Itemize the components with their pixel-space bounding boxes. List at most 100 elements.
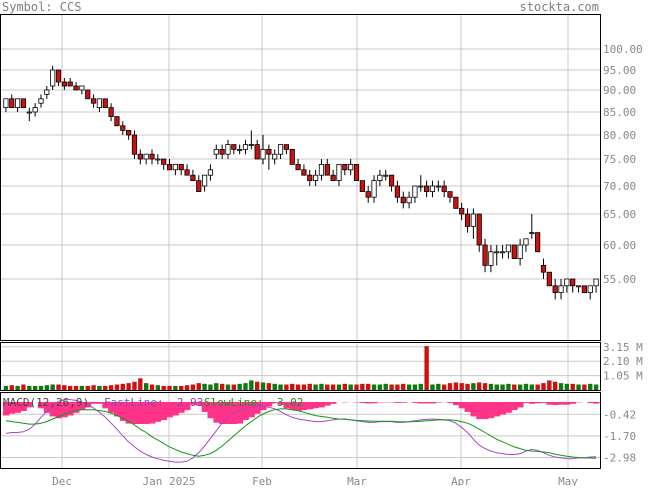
candle-body bbox=[565, 279, 569, 286]
candle-body bbox=[4, 99, 8, 108]
volume-bar bbox=[290, 384, 294, 390]
macd-histogram-bar bbox=[500, 402, 506, 415]
volume-bar bbox=[167, 386, 171, 390]
candle bbox=[378, 170, 382, 186]
candle bbox=[202, 175, 206, 191]
candle-body bbox=[524, 239, 528, 245]
candle bbox=[150, 149, 154, 164]
candle-body bbox=[68, 82, 72, 86]
volume-bar bbox=[220, 384, 224, 390]
volume-bar bbox=[313, 385, 317, 390]
macd-slowline-label: SlowLine: -3.02 bbox=[204, 396, 303, 409]
macd-histogram-bar bbox=[365, 402, 371, 403]
volume-bar bbox=[319, 384, 323, 390]
macd-histogram-bar bbox=[459, 402, 465, 408]
macd-histogram-bar bbox=[523, 402, 529, 403]
candle-body bbox=[27, 112, 31, 113]
macd-tick-label: -2.98 bbox=[603, 452, 636, 465]
volume-bar bbox=[471, 383, 475, 390]
volume-bar bbox=[86, 386, 90, 390]
candle bbox=[571, 279, 575, 293]
macd-histogram-bar bbox=[558, 402, 564, 405]
candle bbox=[237, 145, 241, 155]
volume-bar bbox=[448, 383, 452, 390]
candle-body bbox=[331, 175, 335, 180]
candle bbox=[489, 245, 493, 272]
candle bbox=[10, 94, 14, 107]
candle bbox=[483, 239, 487, 272]
candle bbox=[103, 99, 107, 108]
macd-histogram-bar bbox=[91, 402, 97, 404]
candle-body bbox=[459, 208, 463, 214]
candle-body bbox=[308, 175, 312, 180]
candle-body bbox=[50, 70, 54, 86]
candle bbox=[372, 175, 376, 203]
candle bbox=[249, 130, 253, 149]
volume-bar bbox=[524, 384, 528, 390]
candle bbox=[313, 170, 317, 186]
candle bbox=[115, 117, 119, 126]
volume-bar bbox=[39, 386, 43, 390]
macd-histogram-bar bbox=[470, 402, 476, 416]
candle bbox=[243, 140, 247, 154]
candle-body bbox=[179, 164, 183, 169]
symbol-label: Symbol: CCS bbox=[2, 0, 81, 14]
volume-bar bbox=[308, 384, 312, 390]
volume-bar bbox=[50, 385, 54, 390]
candle-body bbox=[442, 186, 446, 192]
price-tick-label: 90.00 bbox=[603, 84, 636, 97]
macd-histogram-bar bbox=[418, 402, 424, 403]
volume-bar bbox=[45, 385, 49, 390]
candle-body bbox=[302, 170, 306, 175]
candle bbox=[477, 214, 481, 252]
macd-histogram-bar bbox=[529, 402, 535, 404]
volume-bar bbox=[483, 383, 487, 390]
candle bbox=[582, 286, 586, 293]
candle-body bbox=[167, 164, 171, 169]
volume-bar bbox=[249, 380, 253, 390]
macd-histogram-bar bbox=[400, 402, 406, 403]
candle-body bbox=[86, 90, 90, 99]
candle bbox=[197, 175, 201, 191]
candle bbox=[62, 78, 66, 90]
candle-body bbox=[138, 154, 142, 159]
candle-body bbox=[354, 164, 358, 180]
volume-bar bbox=[384, 384, 388, 390]
price-tick-label: 95.00 bbox=[603, 64, 636, 77]
macd-histogram-bar bbox=[587, 402, 593, 403]
volume-bar bbox=[594, 385, 598, 390]
x-tick-label: May bbox=[558, 475, 578, 486]
price-tick-label: 55.00 bbox=[603, 273, 636, 286]
candle bbox=[267, 145, 271, 170]
volume-bar bbox=[56, 385, 60, 390]
volume-bar bbox=[109, 385, 113, 390]
candle bbox=[413, 186, 417, 203]
candle-body bbox=[208, 170, 212, 175]
candle-body bbox=[576, 286, 580, 287]
candle-body bbox=[74, 86, 78, 90]
candle bbox=[232, 145, 236, 155]
volume-bar bbox=[553, 382, 557, 390]
candle-body bbox=[553, 286, 557, 293]
candle-body bbox=[366, 192, 370, 198]
volume-bar bbox=[33, 386, 37, 390]
volume-bar bbox=[518, 385, 522, 390]
volume-bar bbox=[132, 382, 136, 390]
source-label: stockta.com bbox=[520, 0, 599, 14]
volume-bar bbox=[378, 385, 382, 390]
x-tick-label: Apr bbox=[451, 475, 471, 486]
macd-slow-line bbox=[6, 409, 596, 458]
volume-bar bbox=[436, 384, 440, 390]
candle-body bbox=[471, 214, 475, 226]
volume-bar bbox=[103, 386, 107, 390]
volume-bar bbox=[179, 386, 183, 390]
volume-bar bbox=[348, 385, 352, 390]
volume-bar bbox=[512, 385, 516, 390]
volume-bar bbox=[366, 384, 370, 390]
candle-body bbox=[237, 149, 241, 150]
candlesticks bbox=[4, 66, 599, 300]
candle-body bbox=[465, 214, 469, 226]
macd-tick-label: -1.70 bbox=[603, 430, 636, 443]
candle-body bbox=[144, 154, 148, 159]
volume-bar bbox=[389, 385, 393, 390]
